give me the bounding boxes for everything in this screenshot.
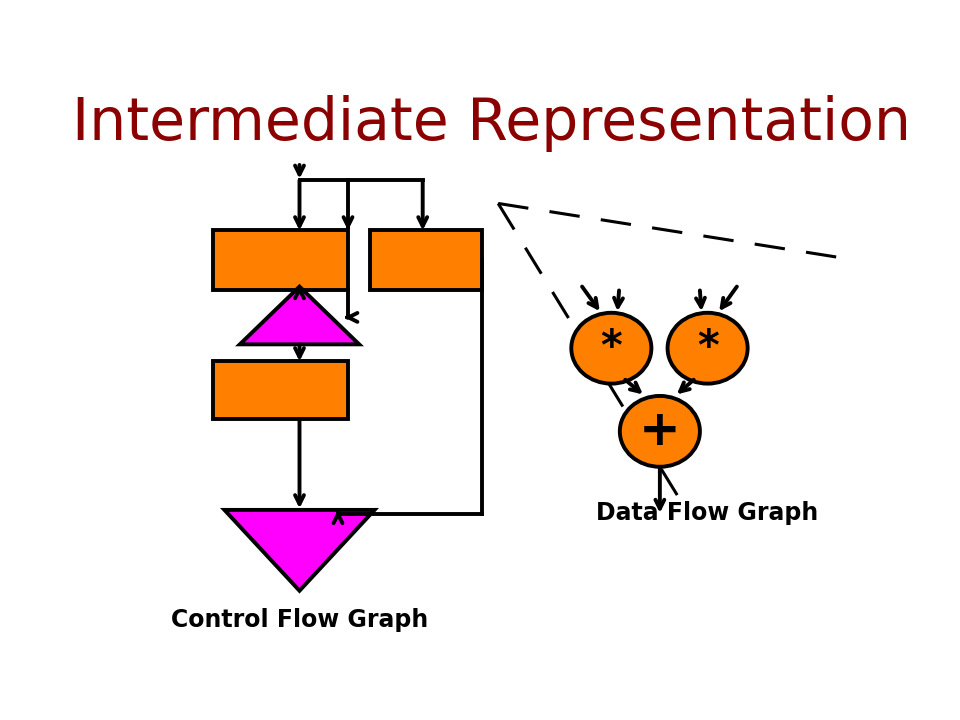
Polygon shape bbox=[225, 510, 374, 590]
Text: Data Flow Graph: Data Flow Graph bbox=[596, 500, 819, 525]
Ellipse shape bbox=[571, 312, 652, 384]
Bar bbox=[213, 361, 348, 419]
Polygon shape bbox=[240, 287, 359, 344]
Text: +: + bbox=[639, 408, 681, 455]
Ellipse shape bbox=[667, 312, 748, 384]
Text: *: * bbox=[697, 327, 718, 369]
Text: Control Flow Graph: Control Flow Graph bbox=[171, 608, 428, 631]
Text: Intermediate Representation: Intermediate Representation bbox=[73, 95, 911, 152]
Bar bbox=[213, 230, 348, 290]
Text: *: * bbox=[600, 327, 622, 369]
Ellipse shape bbox=[620, 396, 700, 467]
Bar bbox=[371, 230, 482, 290]
